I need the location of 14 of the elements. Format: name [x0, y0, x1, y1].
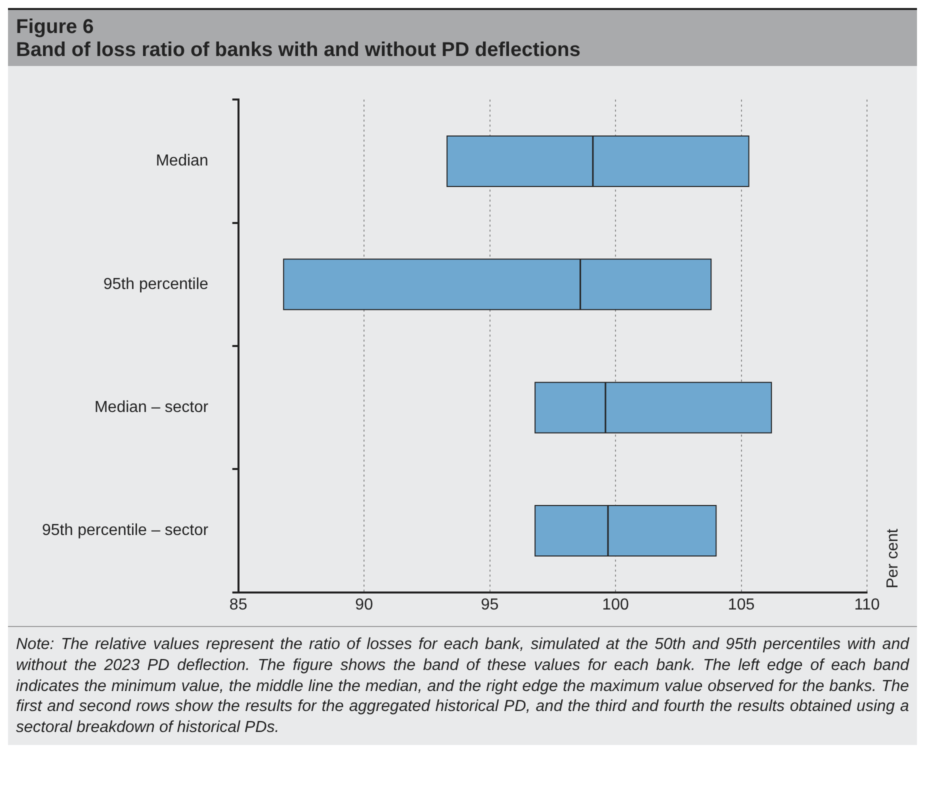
y-tick-label: 95th percentile – sector — [42, 522, 209, 540]
text: Figure 6 — [16, 16, 95, 39]
x-tick-label: 85 — [229, 596, 248, 614]
chart-subtitle: Band of loss ratio of banks with and without PD deflections — [16, 39, 582, 62]
x-tick-label: 105 — [728, 596, 755, 614]
text: Per cent — [884, 528, 902, 588]
x-tick-label: 100 — [602, 596, 629, 614]
x-tick-label: 95 — [480, 596, 499, 614]
text: Note: The relative values represent the ratio of losses for each bank, simulated at the 50th and 95th percentiles with and without the 2023 PD deflection. The figure shows the band of these values for each bank. The left edge of each band indicates the minimum value, the middle line the median, and the right edge the maximum value observed for the banks. The first and second rows show the results for the aggregated historical PD, and the third and fourth the results obtained using a sectoral breakdown of historical PDs. — [8, 626, 917, 745]
y-tick-label: Median – sector — [94, 399, 209, 416]
x-tick-label: 90 — [355, 596, 374, 614]
y-tick-label: 95th percentile — [103, 276, 208, 293]
x-tick-label: 110 — [854, 596, 880, 614]
y-tick-label: Median — [156, 152, 208, 170]
